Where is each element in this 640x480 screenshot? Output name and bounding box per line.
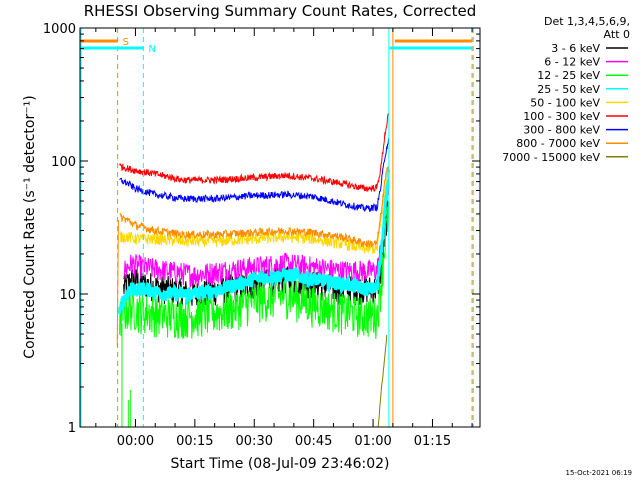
legend-label-5: 100 - 300 keV	[523, 110, 600, 123]
series-layer	[116, 113, 391, 428]
series-line-3	[118, 169, 391, 314]
legend-label-8: 7000 - 15000 keV	[502, 151, 600, 164]
series-line-8	[377, 334, 388, 428]
y-axis-label: Corrected Count Rate (s⁻¹ detector⁻¹)	[22, 95, 38, 358]
legend-header-line-1: Det 1,3,4,5,6,9,	[544, 15, 630, 28]
y-tick-label-2: 100	[51, 155, 76, 170]
series-line-5	[119, 113, 389, 192]
annotation-label-n: N	[148, 44, 155, 55]
x-tick-label-1: 00:15	[176, 434, 213, 449]
y-tick-label-3: 1000	[43, 22, 76, 37]
chart-title: RHESSI Observing Summary Count Rates, Co…	[84, 2, 477, 20]
series-line-6	[119, 138, 390, 212]
series-line-7	[119, 166, 390, 248]
legend-label-7: 800 - 7000 keV	[516, 137, 600, 150]
x-tick-label-0: 00:00	[117, 434, 154, 449]
annotation-label-s: S	[123, 37, 129, 48]
legend-label-6: 300 - 800 keV	[523, 124, 600, 137]
legend-label-0: 3 - 6 keV	[551, 42, 600, 55]
marker-layer: SN	[80, 28, 474, 427]
plot-frame	[79, 27, 481, 428]
x-axis-label: Start Time (08-Jul-09 23:46:02)	[170, 456, 389, 472]
legend-label-4: 50 - 100 keV	[530, 96, 600, 109]
legend-label-2: 12 - 25 keV	[537, 69, 600, 82]
legend-header-line-2: Att 0	[604, 28, 630, 41]
axes-layer: 1 10 100 1000 00:00 00:15 00:30 00:45 01:00 01:15	[43, 22, 480, 449]
legend-label-3: 25 - 50 keV	[537, 83, 600, 96]
x-tick-label-5: 01:15	[414, 434, 451, 449]
series-line-2	[119, 201, 390, 340]
legend-label-1: 6 - 12 keV	[544, 56, 600, 69]
x-tick-label-4: 01:00	[354, 434, 391, 449]
y-tick-label-0: 1	[68, 421, 76, 436]
y-tick-label-1: 10	[59, 288, 76, 303]
timestamp-footer: 15-Oct-2021 06:19	[566, 469, 632, 477]
x-tick-label-3: 00:45	[295, 434, 332, 449]
series-line-1	[123, 184, 390, 288]
x-tick-label-2: 00:30	[236, 434, 273, 449]
